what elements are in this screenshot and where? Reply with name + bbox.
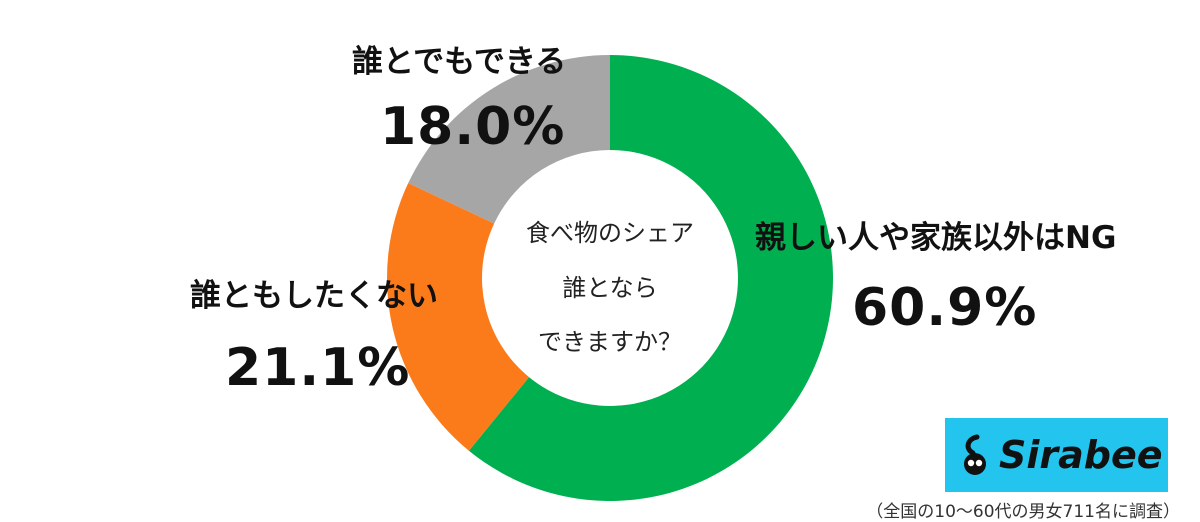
sirabee-logo-text: Sirabee [999,433,1163,477]
center-title-line-1: 食べ物のシェア [526,219,694,247]
sirabee-mark-icon [964,434,986,475]
slice-value-no-one: 21.1% [225,338,411,398]
slice-value-anyone: 18.0% [380,97,566,157]
slice-label-no-one: 誰ともしたくない [190,278,438,314]
center-title-line-2: 誰となら [562,274,658,302]
donut-slice-ng-except-close [468,55,833,501]
slice-value-ng-except-close: 60.9% [852,278,1038,338]
slice-label-anyone: 誰とでもできる [352,44,567,80]
donut-slice-anyone [408,55,610,224]
source-note: （全国の10〜60代の男女711名に調査） [866,502,1180,522]
slice-label-ng-except-close: 親しい人や家族以外はNG [755,220,1117,256]
donut-slice-no-one [387,183,530,451]
center-title-line-3: できますか？ [538,328,682,356]
sirabee-logo: Sirabee [945,418,1168,492]
